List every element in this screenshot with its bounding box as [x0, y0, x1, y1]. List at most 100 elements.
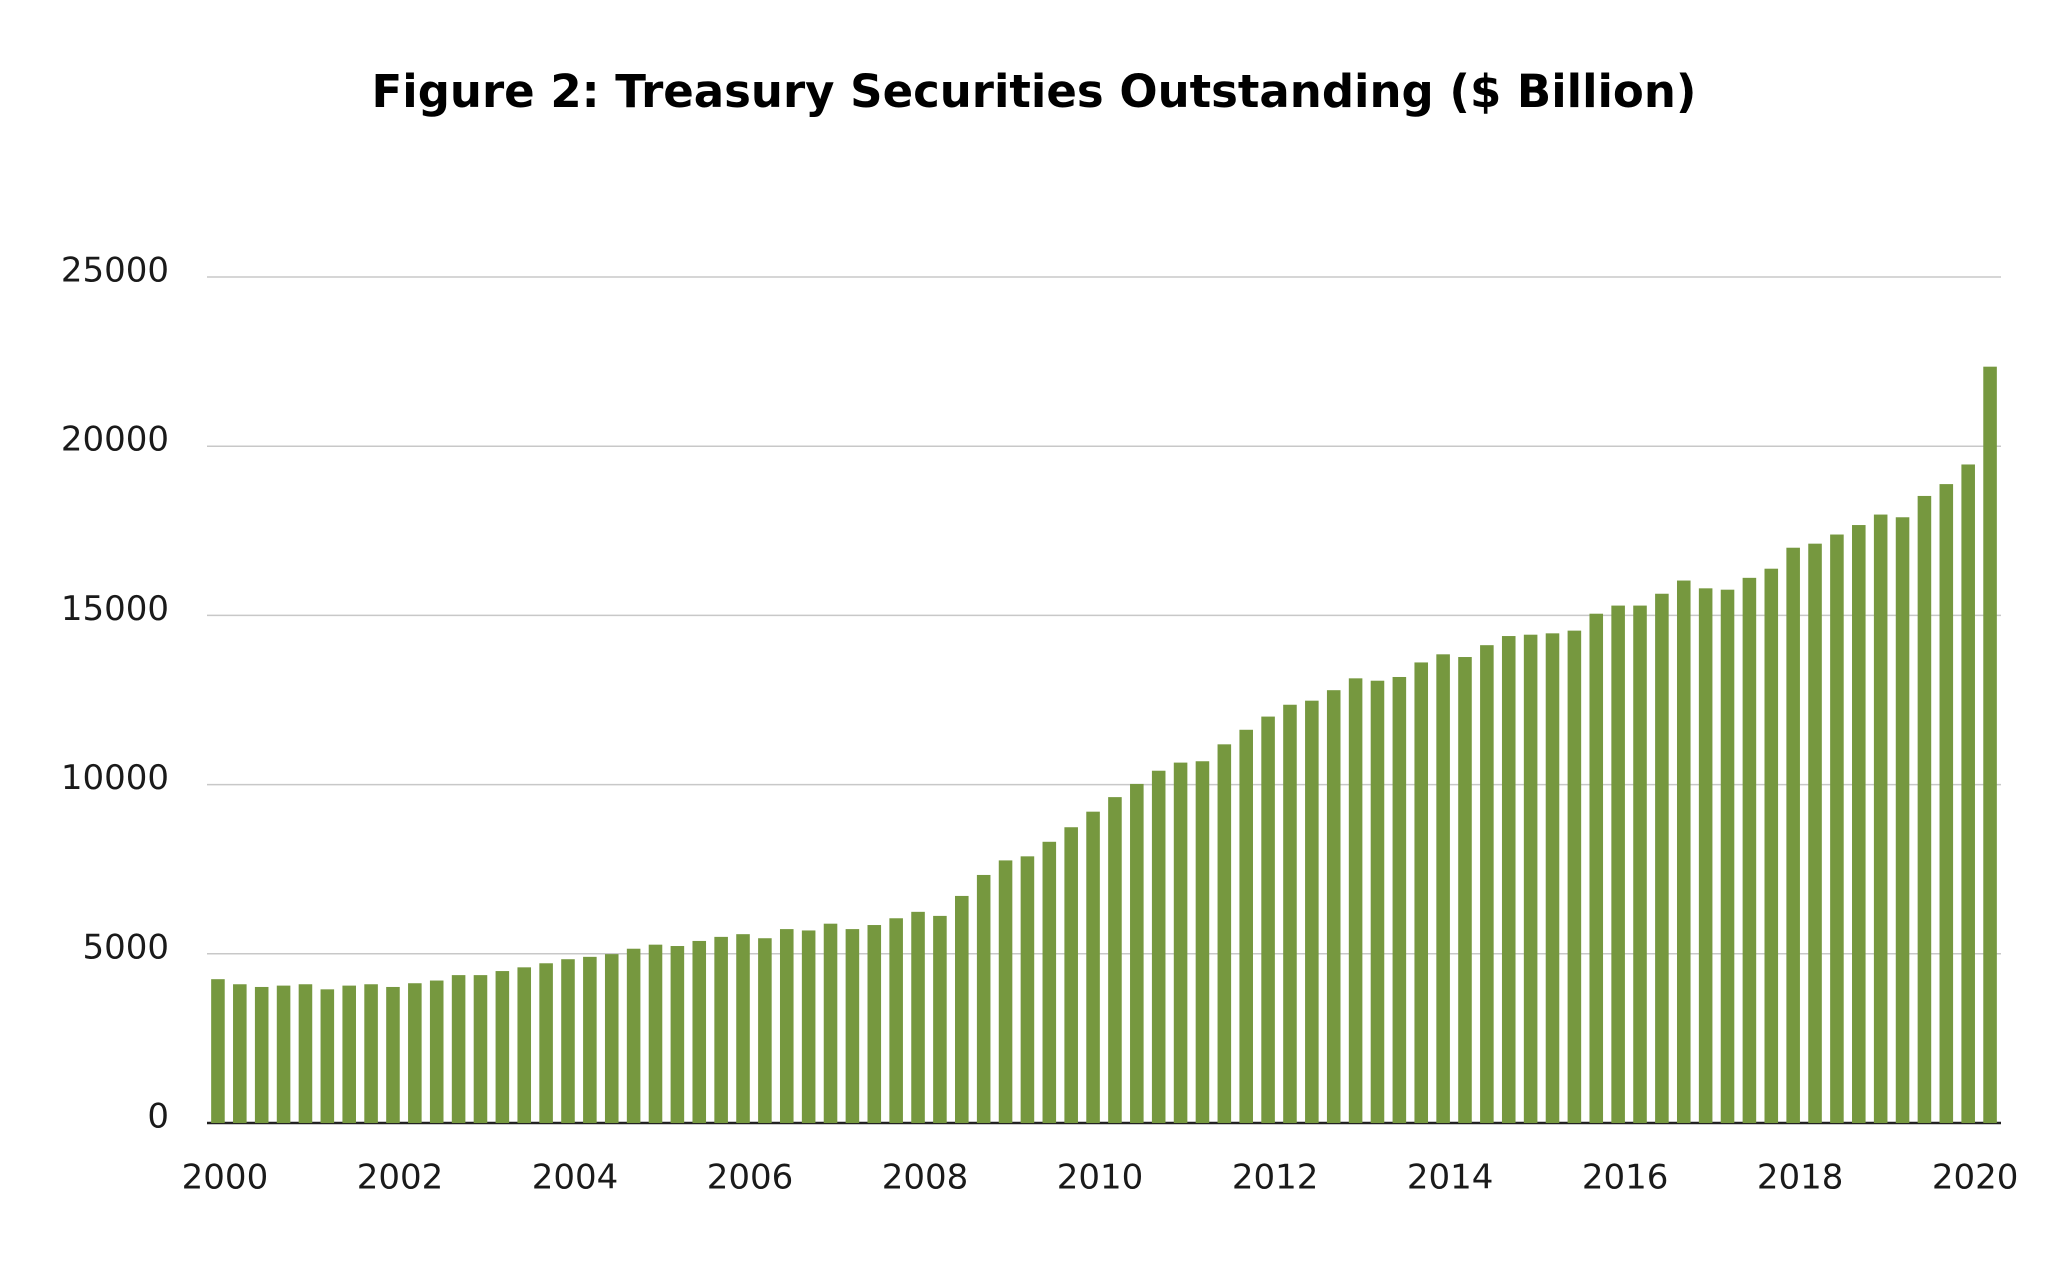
bar — [342, 985, 356, 1123]
bar — [1567, 630, 1582, 1123]
bar — [1545, 633, 1560, 1123]
bar — [1042, 841, 1057, 1123]
bar — [473, 975, 488, 1123]
bar — [1961, 464, 1975, 1123]
bar — [1392, 676, 1407, 1123]
bar — [801, 930, 816, 1123]
x-tick-label: 2020 — [1932, 1158, 2019, 1198]
bar — [1655, 593, 1669, 1123]
x-tick-label: 2002 — [357, 1158, 444, 1198]
bar — [1480, 645, 1494, 1123]
bar — [1195, 761, 1210, 1123]
bar — [1458, 657, 1472, 1123]
bar — [1020, 856, 1035, 1123]
bar — [1939, 484, 1954, 1123]
bar — [1305, 700, 1319, 1123]
bar — [845, 929, 860, 1123]
bar — [386, 986, 400, 1123]
bar — [1283, 704, 1297, 1123]
bar — [1742, 577, 1757, 1123]
bar — [1086, 811, 1100, 1123]
bar — [211, 979, 225, 1123]
bar — [298, 984, 313, 1123]
bar — [1130, 783, 1144, 1123]
bar — [276, 985, 291, 1123]
bar — [1764, 568, 1779, 1123]
bar — [714, 936, 728, 1123]
bar — [1720, 589, 1735, 1123]
bar — [648, 944, 663, 1123]
x-tick-label: 2008 — [882, 1158, 969, 1198]
bar — [779, 929, 794, 1123]
x-tick-label: 2012 — [1232, 1158, 1319, 1198]
chart-title: Figure 2: Treasury Securities Outstandin… — [372, 65, 1697, 118]
bar — [1326, 690, 1341, 1123]
bar — [1983, 366, 1997, 1123]
bar — [911, 911, 925, 1123]
bar — [1239, 729, 1253, 1123]
x-tick-label: 2004 — [532, 1158, 619, 1198]
bar — [408, 983, 422, 1123]
bar — [364, 984, 378, 1123]
bar — [998, 860, 1013, 1123]
bar — [1348, 678, 1363, 1123]
bar — [451, 975, 466, 1123]
bar — [1108, 797, 1122, 1123]
bar — [517, 967, 532, 1123]
y-tick-label: 25000 — [61, 251, 169, 291]
bar — [1895, 517, 1910, 1123]
bar — [1808, 543, 1822, 1123]
bar — [1501, 636, 1516, 1123]
bar — [955, 895, 969, 1123]
y-tick-label: 10000 — [61, 758, 169, 798]
x-tick-label: 2006 — [707, 1158, 794, 1198]
bar — [867, 925, 882, 1123]
bar — [1589, 613, 1604, 1123]
bar — [1414, 662, 1429, 1123]
bar — [1436, 654, 1450, 1123]
bar — [1786, 547, 1800, 1123]
bar — [1611, 605, 1625, 1123]
bar — [1830, 534, 1844, 1123]
y-tick-label: 15000 — [61, 589, 169, 629]
y-tick-label: 20000 — [61, 420, 169, 460]
bar — [495, 971, 510, 1123]
x-tick-label: 2000 — [182, 1158, 269, 1198]
y-tick-label: 0 — [147, 1097, 169, 1137]
bar — [933, 915, 947, 1123]
bar — [561, 959, 575, 1123]
bar — [429, 980, 444, 1123]
bar — [692, 940, 707, 1123]
bar — [1151, 770, 1166, 1123]
x-tick-label: 2016 — [1582, 1158, 1669, 1198]
bar — [626, 948, 641, 1123]
x-tick-label: 2018 — [1757, 1158, 1844, 1198]
bar — [1064, 827, 1078, 1123]
bar — [1523, 634, 1538, 1123]
bar — [736, 934, 750, 1123]
bar — [1173, 762, 1188, 1123]
bar — [1261, 716, 1275, 1123]
bar — [1873, 514, 1888, 1123]
bar — [254, 986, 269, 1123]
bar — [1217, 744, 1232, 1123]
bar — [823, 923, 838, 1123]
x-tick-label: 2010 — [1057, 1158, 1144, 1198]
bar — [583, 956, 597, 1123]
bar — [758, 938, 772, 1123]
bar — [233, 984, 247, 1123]
bar — [539, 963, 553, 1123]
x-tick-label: 2014 — [1407, 1158, 1494, 1198]
bar — [1370, 680, 1385, 1123]
bar — [1852, 525, 1866, 1123]
bar — [1676, 580, 1691, 1123]
bar — [670, 946, 685, 1123]
bar — [1698, 588, 1713, 1123]
y-tick-label: 5000 — [82, 927, 169, 967]
bar — [604, 954, 619, 1123]
bar — [976, 874, 991, 1123]
bar — [1633, 605, 1647, 1123]
bar — [889, 918, 903, 1123]
